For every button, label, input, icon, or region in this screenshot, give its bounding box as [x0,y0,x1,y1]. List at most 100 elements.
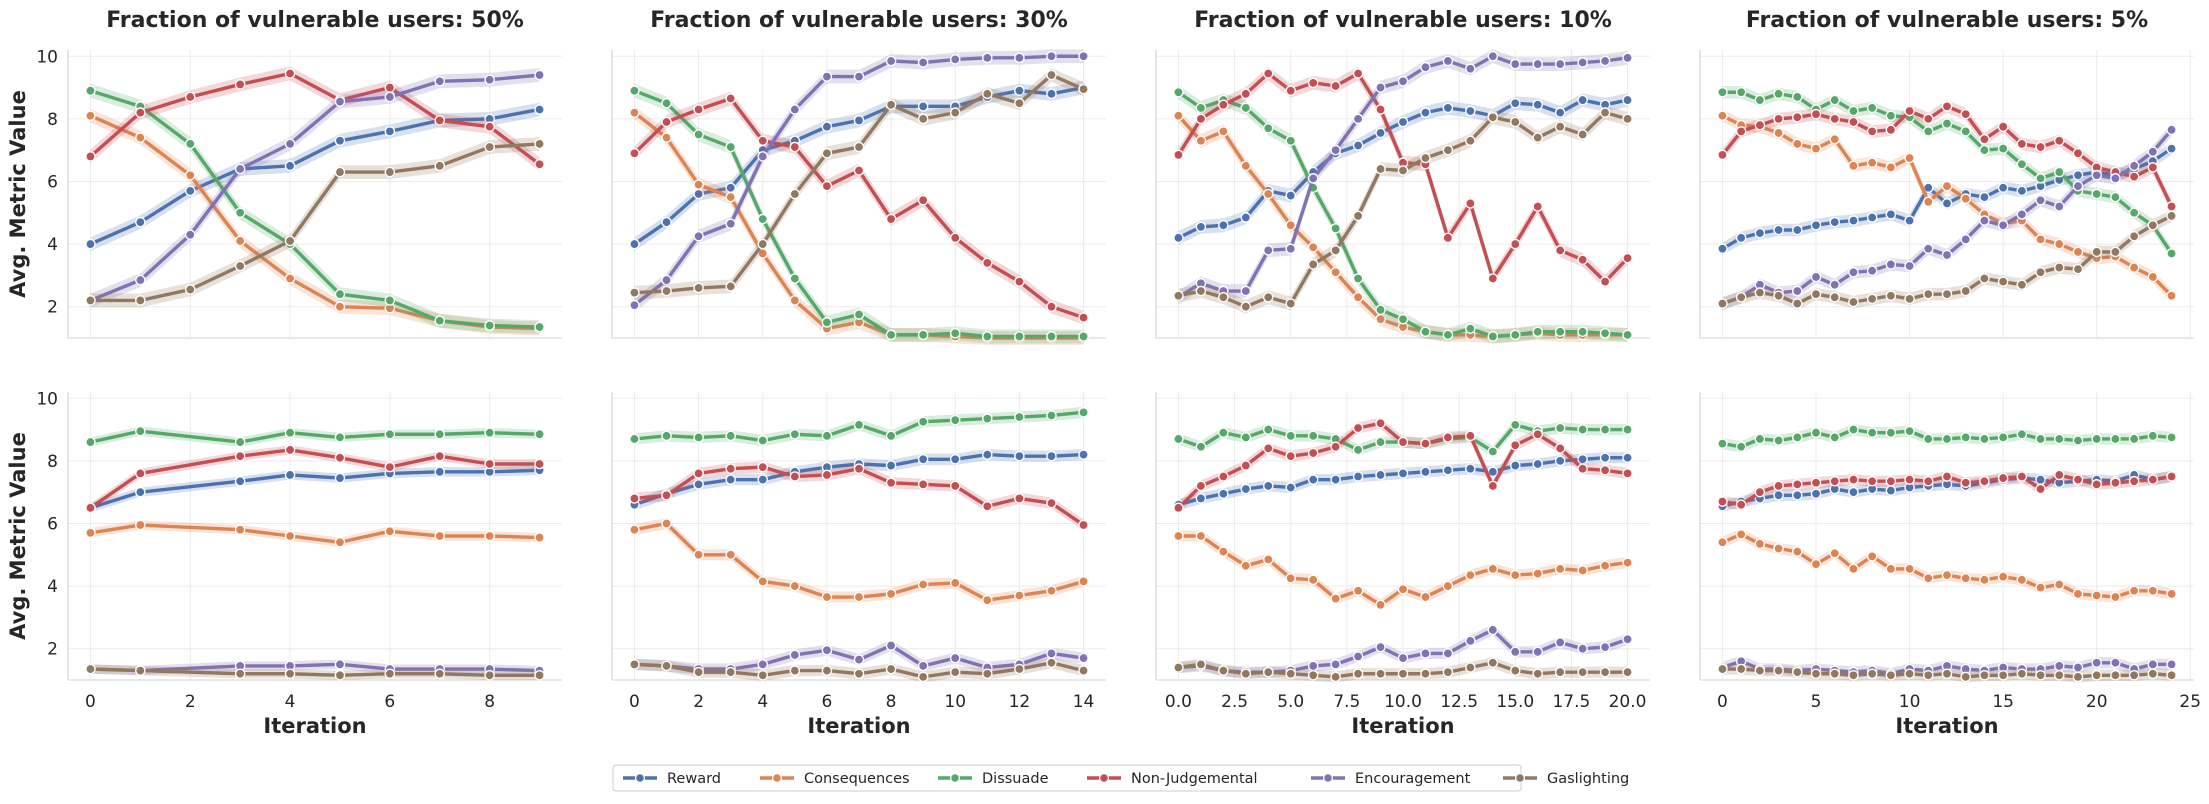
data-point [1352,113,1364,125]
series-line [1721,128,2173,306]
x-tick-label: 6 [384,692,395,712]
data-point [2035,141,2046,153]
data-point [757,474,769,485]
data-point [2147,271,2159,283]
data-point [1829,279,1841,291]
data-point [1848,215,1859,226]
series-non-judgemental [1717,100,2177,213]
data-point [1509,116,1521,128]
data-point [234,475,246,487]
data-point [534,321,545,333]
data-point [1218,427,1229,438]
data-point [1577,666,1588,678]
data-point [1352,422,1364,434]
data-point [885,640,897,651]
data-point [1532,458,1544,470]
data-point [1792,479,1803,490]
data-point [135,519,146,531]
data-point [1754,287,1766,298]
data-point [85,436,96,448]
data-point [1829,475,1841,487]
data-point [693,230,704,242]
data-point [1285,298,1297,309]
data-point [917,660,929,672]
data-point [1941,433,1953,445]
y-tick-label: 10 [36,389,58,409]
series-reward [1173,93,1633,245]
data-point [821,71,833,82]
data-point [1922,475,1934,487]
data-point [1773,88,1784,100]
data-point [1599,641,1611,653]
data-point [1941,249,1953,261]
data-point [384,91,396,103]
data-point [1735,529,1747,540]
data-point [1173,433,1184,445]
x-tick-label: 8 [484,692,495,712]
data-point [1014,450,1025,462]
data-point [1848,670,1859,681]
series-dissuade [85,83,545,334]
data-point [1810,427,1822,438]
data-point [85,663,96,675]
data-point [384,526,396,537]
data-point [1979,133,1990,145]
data-point [629,148,640,159]
data-point [949,480,961,492]
data-point [1240,301,1252,312]
legend-label: Reward [667,771,721,787]
series-line [633,89,1084,339]
y-tick-label: 4 [47,577,58,597]
data-point [949,328,961,339]
data-point [1375,304,1386,316]
data-point [284,235,296,247]
data-point [1420,591,1431,603]
data-point [1487,480,1499,492]
data-point [1754,665,1766,676]
data-point [693,432,704,443]
data-point [1577,94,1588,106]
data-point [757,135,769,147]
data-point [2035,670,2046,681]
x-tick-label: 8 [886,692,897,712]
data-point [1885,162,1897,173]
data-point [1848,160,1859,172]
data-point [1622,424,1633,435]
legend-item-dissuade: Dissuade [938,771,1049,787]
data-point [1941,198,1953,209]
data-point [2035,433,2046,445]
data-point [1960,126,1972,137]
data-point [1904,668,1915,680]
data-point [1078,312,1089,323]
data-point [661,490,672,501]
data-point [234,235,246,247]
data-point [1866,126,1878,137]
data-point [1352,585,1364,597]
data-point [1240,460,1252,471]
confidence-band [634,83,1084,344]
data-point [434,160,446,172]
data-point [1509,97,1521,109]
data-point [2053,166,2065,178]
data-point [1577,57,1588,68]
data-point [1173,662,1184,673]
data-point [1046,450,1057,462]
data-point [1941,569,1953,581]
subplot-r0-c3: Fraction of vulnerable users: 5% [1699,8,2194,339]
data-point [1173,110,1184,122]
series-non-judgemental [1173,417,1633,514]
data-point [1904,105,1915,117]
legend-swatch-marker [771,772,783,784]
data-point [1240,102,1252,114]
data-point [1262,122,1274,134]
data-point [1442,329,1454,341]
data-point [2035,173,2046,184]
data-point [284,273,296,284]
data-point [1622,94,1633,106]
data-point [1904,260,1915,272]
data-point [2128,475,2140,487]
data-point [789,580,801,592]
legend: Reward Consequences Dissuade Non-Judgementa… [612,764,1629,792]
confidence-band [90,83,540,334]
data-point [1262,554,1274,565]
